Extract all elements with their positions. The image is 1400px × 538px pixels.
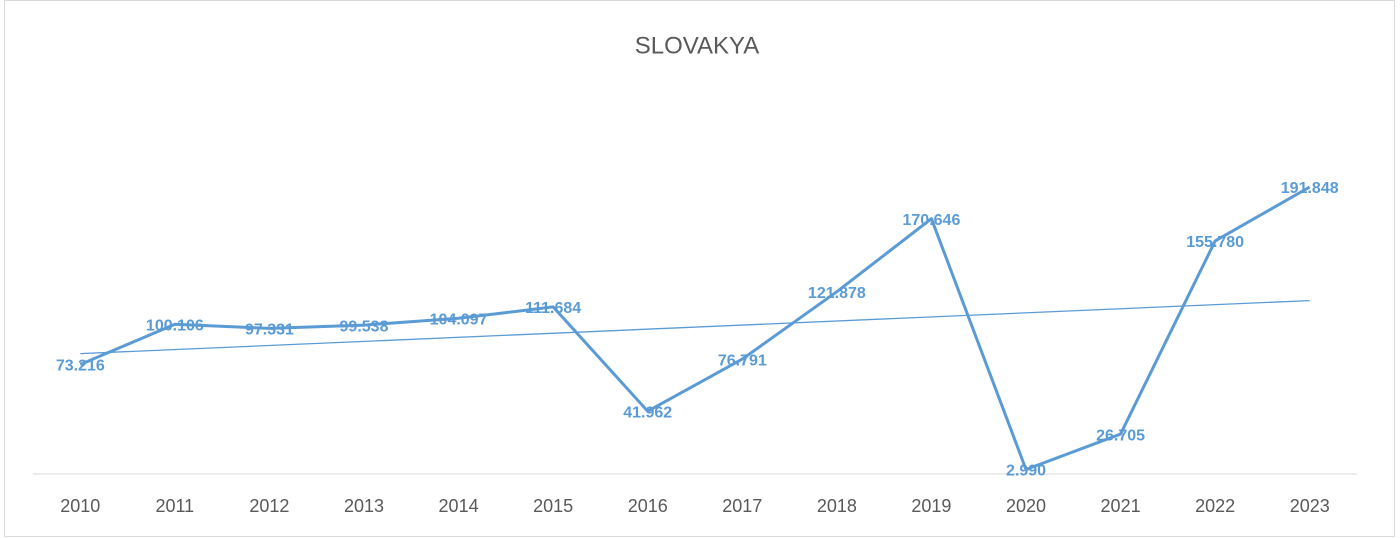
x-tick-label: 2019 (911, 496, 951, 516)
data-label: 41.962 (623, 404, 672, 421)
x-tick-label: 2013 (344, 496, 384, 516)
data-label: 111.684 (525, 300, 581, 317)
x-tick-label: 2022 (1195, 496, 1235, 516)
data-label: 191.848 (1281, 180, 1339, 197)
data-label: 104.097 (430, 311, 488, 328)
data-label: 97.331 (245, 322, 294, 339)
data-label: 73.216 (56, 358, 105, 375)
x-tick-label: 2018 (817, 496, 857, 516)
chart-border (4, 0, 1395, 537)
x-tick-label: 2015 (533, 496, 573, 516)
x-tick-label: 2017 (722, 496, 762, 516)
data-label: 100.106 (146, 317, 204, 334)
data-label: 121.878 (808, 285, 866, 302)
x-tick-label: 2014 (439, 496, 479, 516)
data-label: 2.990 (1006, 463, 1046, 480)
x-tick-label: 2020 (1006, 496, 1046, 516)
data-label: 76.791 (718, 352, 767, 369)
data-label: 170.646 (903, 212, 961, 229)
trendline (80, 299, 1310, 355)
x-tick-label: 2011 (155, 496, 194, 516)
data-line (79, 185, 1311, 472)
x-tick-label: 2010 (60, 496, 100, 516)
data-label: 26.705 (1096, 427, 1145, 444)
chart-title: SLOVAKYA (635, 32, 760, 59)
data-label: 99.538 (340, 318, 389, 335)
x-tick-label: 2021 (1101, 496, 1141, 516)
x-tick-label: 2012 (249, 496, 289, 516)
x-tick-label: 2023 (1290, 496, 1330, 516)
data-label: 155.780 (1186, 234, 1244, 251)
x-tick-label: 2016 (628, 496, 668, 516)
